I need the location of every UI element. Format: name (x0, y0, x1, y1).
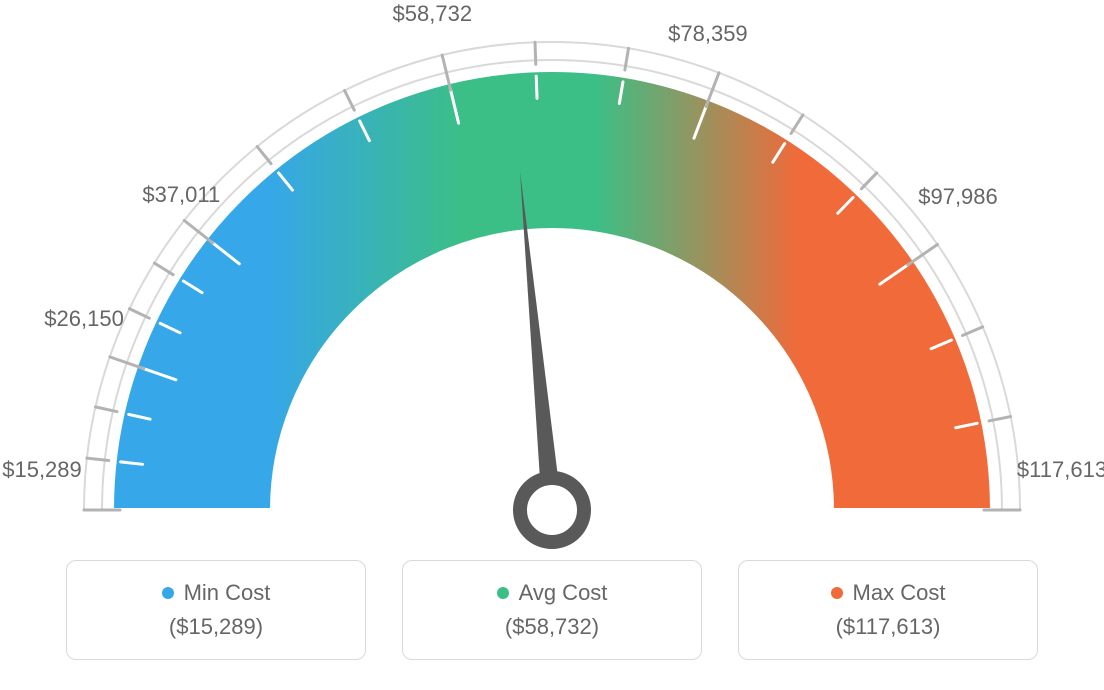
legend-card-max: Max Cost ($117,613) (738, 560, 1038, 660)
gauge-tick (184, 220, 212, 242)
legend-value: ($58,732) (505, 614, 599, 640)
gauge-tick (791, 115, 803, 134)
legend-label-row: Avg Cost (497, 580, 608, 606)
gauge-needle-hub (520, 478, 584, 542)
gauge-tick-label: $37,011 (142, 182, 220, 208)
gauge-tick-label: $97,986 (918, 184, 998, 210)
gauge-tick-label: $15,289 (2, 457, 82, 483)
legend-name: Min Cost (184, 580, 271, 606)
legend-dot-max (831, 587, 843, 599)
gauge-tick (154, 263, 173, 275)
gauge-tick-label: $26,150 (44, 306, 124, 332)
gauge-svg (0, 0, 1104, 560)
gauge-tick-label: $58,732 (393, 1, 473, 27)
legend-label-row: Max Cost (831, 580, 946, 606)
gauge-tick (536, 76, 537, 98)
legend-dot-min (162, 587, 174, 599)
legend-name: Max Cost (853, 580, 946, 606)
legend-row: Min Cost ($15,289) Avg Cost ($58,732) Ma… (0, 560, 1104, 660)
legend-name: Avg Cost (519, 580, 608, 606)
legend-value: ($117,613) (836, 614, 941, 640)
chart-container: $15,289 $26,150 $37,011 $58,732 $78,359 $97,9… (0, 0, 1104, 690)
gauge-tick (535, 42, 536, 64)
gauge-tick (861, 173, 876, 189)
gauge-chart: $15,289 $26,150 $37,011 $58,732 $78,359 $97,9… (0, 0, 1104, 540)
gauge-tick (257, 147, 271, 164)
legend-dot-avg (497, 587, 509, 599)
legend-card-min: Min Cost ($15,289) (66, 560, 366, 660)
gauge-tick-label: $78,359 (668, 21, 748, 47)
legend-value: ($15,289) (169, 614, 263, 640)
legend-card-avg: Avg Cost ($58,732) (402, 560, 702, 660)
legend-label-row: Min Cost (162, 580, 271, 606)
gauge-tick-label: $117,613 (1017, 457, 1104, 483)
